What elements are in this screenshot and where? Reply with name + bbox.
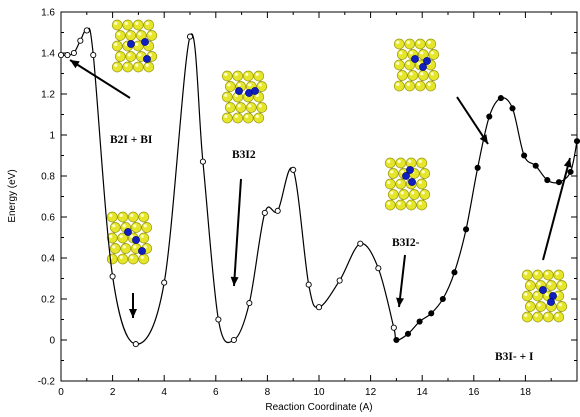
structure-b3i2-minus bbox=[384, 157, 431, 211]
data-point-open bbox=[83, 27, 90, 34]
data-point-open bbox=[357, 240, 364, 247]
data-point-open bbox=[199, 158, 206, 165]
structure-mid-left bbox=[106, 211, 153, 265]
data-point-filled bbox=[451, 269, 458, 276]
data-point-open bbox=[305, 281, 312, 288]
axis-tick-labels: 0 2 4 6 8 10 12 14 16 18-0.200.20.40.60.811.21.41… bbox=[38, 8, 532, 399]
arrow-b3i2 bbox=[230, 178, 242, 287]
arrow-b3i-minus-i bbox=[542, 157, 572, 261]
annotation-b3i2-minus: B3I2- bbox=[392, 237, 420, 249]
axis-ticks bbox=[60, 11, 577, 382]
data-point-filled bbox=[573, 138, 580, 145]
data-point-open bbox=[64, 52, 71, 59]
annotation-b3i2: B3I2 bbox=[232, 149, 256, 161]
x-tick-label: 12 bbox=[365, 387, 377, 398]
data-point-filled bbox=[544, 177, 551, 184]
x-tick-label: 10 bbox=[313, 387, 325, 398]
y-tick-label: 0.6 bbox=[41, 213, 55, 224]
structure-images bbox=[106, 19, 568, 323]
data-point-filled bbox=[463, 226, 470, 233]
data-point-open bbox=[336, 277, 343, 284]
data-point-open bbox=[132, 341, 139, 348]
structure-b3i-minus-i bbox=[521, 269, 568, 323]
data-point-filled bbox=[428, 310, 435, 317]
data-point-filled bbox=[555, 179, 562, 186]
data-point-open bbox=[161, 279, 168, 286]
x-tick-label: 4 bbox=[161, 387, 167, 398]
y-tick-label: 0.4 bbox=[41, 254, 55, 265]
y-tick-label: 0 bbox=[49, 336, 55, 347]
data-point-open bbox=[215, 316, 222, 323]
data-point-open bbox=[390, 324, 397, 331]
data-point-filled bbox=[404, 330, 412, 337]
data-point-open bbox=[246, 300, 253, 307]
x-tick-label: 2 bbox=[110, 387, 116, 398]
data-point-filled bbox=[486, 113, 493, 120]
y-axis-title: Energy (eV) bbox=[7, 169, 18, 222]
y-tick-label: 0.2 bbox=[41, 295, 55, 306]
y-tick-label: 1.2 bbox=[41, 90, 55, 101]
annotation-b2i-bi: B2I + BI bbox=[110, 134, 153, 146]
x-tick-label: 6 bbox=[213, 387, 219, 398]
arrow-mid-left bbox=[129, 293, 137, 318]
data-point-filled bbox=[532, 162, 539, 169]
data-point-open bbox=[186, 33, 194, 40]
data-point-open bbox=[375, 265, 382, 272]
y-tick-label: 1.6 bbox=[41, 8, 55, 19]
data-point-open bbox=[77, 37, 84, 44]
x-tick-label: 18 bbox=[520, 387, 532, 398]
data-point-filled bbox=[567, 168, 574, 175]
y-tick-label: 1.4 bbox=[41, 49, 55, 60]
y-tick-label: -0.2 bbox=[38, 377, 56, 388]
data-point-open bbox=[90, 52, 97, 59]
energy-curve bbox=[60, 27, 578, 345]
x-axis-title: Reaction Coordinate (A) bbox=[265, 402, 372, 413]
structure-b2i-bi bbox=[111, 19, 158, 73]
data-point-filled bbox=[416, 318, 423, 325]
x-tick-label: 14 bbox=[417, 387, 429, 398]
data-point-open bbox=[315, 304, 323, 311]
data-point-open bbox=[109, 273, 116, 280]
x-tick-label: 0 bbox=[58, 387, 64, 398]
data-point-open bbox=[261, 209, 268, 216]
y-tick-label: 0.8 bbox=[41, 172, 55, 183]
data-point-open bbox=[70, 49, 77, 57]
arrow-top-right bbox=[456, 96, 489, 145]
y-tick-label: 1 bbox=[49, 131, 55, 142]
data-point-filled bbox=[497, 95, 504, 102]
data-point-open bbox=[230, 336, 237, 344]
arrow-b3i2-minus bbox=[396, 254, 406, 308]
arrow-b2i-bi bbox=[69, 59, 131, 99]
data-point-filled bbox=[439, 295, 446, 303]
annotation-b3i-minus-i: B3I- + I bbox=[495, 351, 534, 363]
annotation-arrows bbox=[69, 59, 572, 318]
x-tick-label: 8 bbox=[265, 387, 271, 398]
x-tick-label: 16 bbox=[468, 387, 480, 398]
data-point-filled bbox=[521, 152, 528, 159]
data-point-open bbox=[57, 52, 65, 59]
data-point-open bbox=[290, 166, 297, 173]
data-markers bbox=[57, 27, 580, 348]
structure-top-right bbox=[393, 38, 440, 92]
structure-b3i2 bbox=[221, 70, 268, 124]
data-point-open bbox=[274, 207, 281, 214]
data-point-filled bbox=[474, 164, 481, 171]
data-point-filled bbox=[393, 336, 400, 344]
data-point-filled bbox=[509, 105, 516, 112]
